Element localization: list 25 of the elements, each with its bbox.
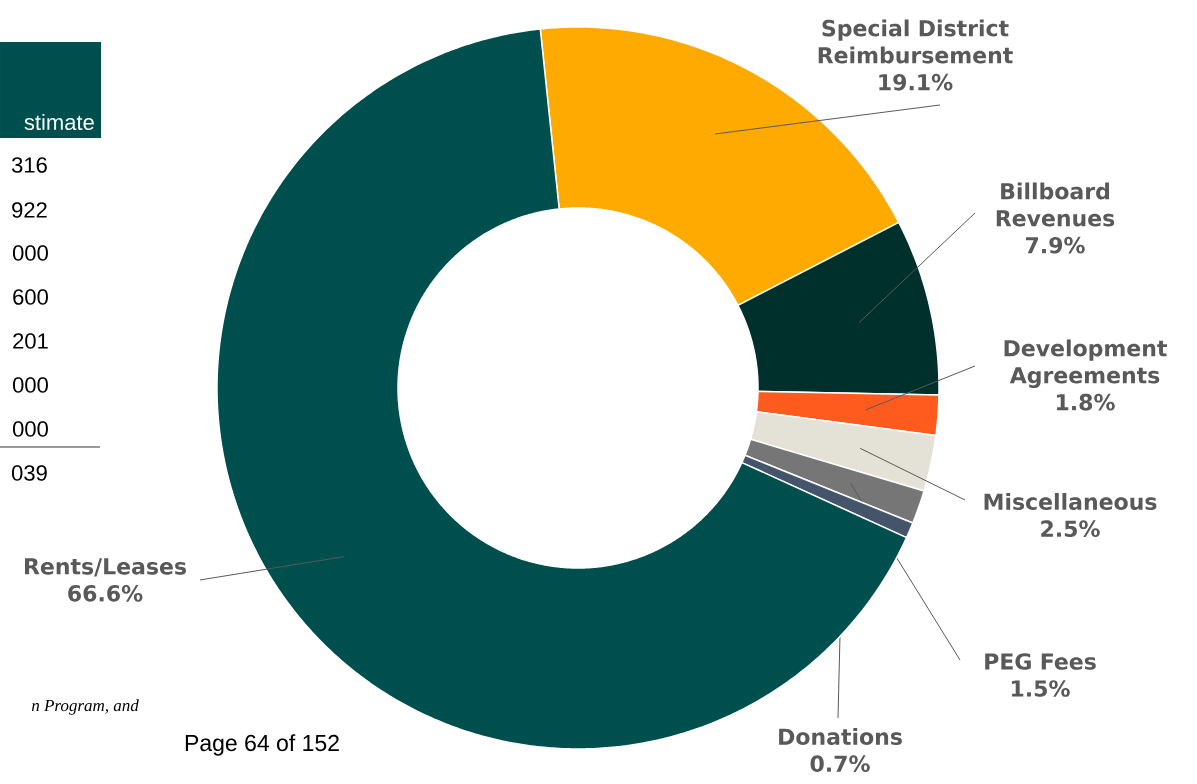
text: 201 [13, 333, 48, 349]
text: 000 [12, 245, 48, 261]
text: 600 [13, 289, 48, 305]
data-label: 66.6% [68, 585, 143, 602]
text: 922 [12, 202, 47, 218]
slice-label: Special District Reimbursement [818, 19, 1013, 64]
data-label: 0.7% [810, 755, 870, 772]
data-label: 1.8% [1056, 393, 1115, 411]
data-label: 1.5% [1011, 680, 1070, 697]
text: 039 [11, 465, 47, 481]
slice-label: Development Agreements [1004, 339, 1167, 388]
text: stimate [24, 113, 94, 131]
data-label: 2.5% [1041, 520, 1100, 537]
slice-label: Donations [779, 727, 902, 745]
text: 000 [12, 421, 48, 437]
slice-label: PEG Fees [985, 653, 1096, 670]
data-label: 7.9% [1025, 236, 1085, 254]
slice-label: Billboard Revenues [996, 182, 1115, 227]
text: 000 [12, 377, 48, 393]
text: Page 64 of 152 [185, 734, 339, 756]
text: n Program, and [31, 699, 139, 715]
slice-label: Miscellaneous [984, 492, 1157, 510]
data-label: 19.1% [879, 73, 953, 91]
slice-label: Rents/Leases [25, 558, 186, 577]
text: 316 [11, 157, 47, 173]
